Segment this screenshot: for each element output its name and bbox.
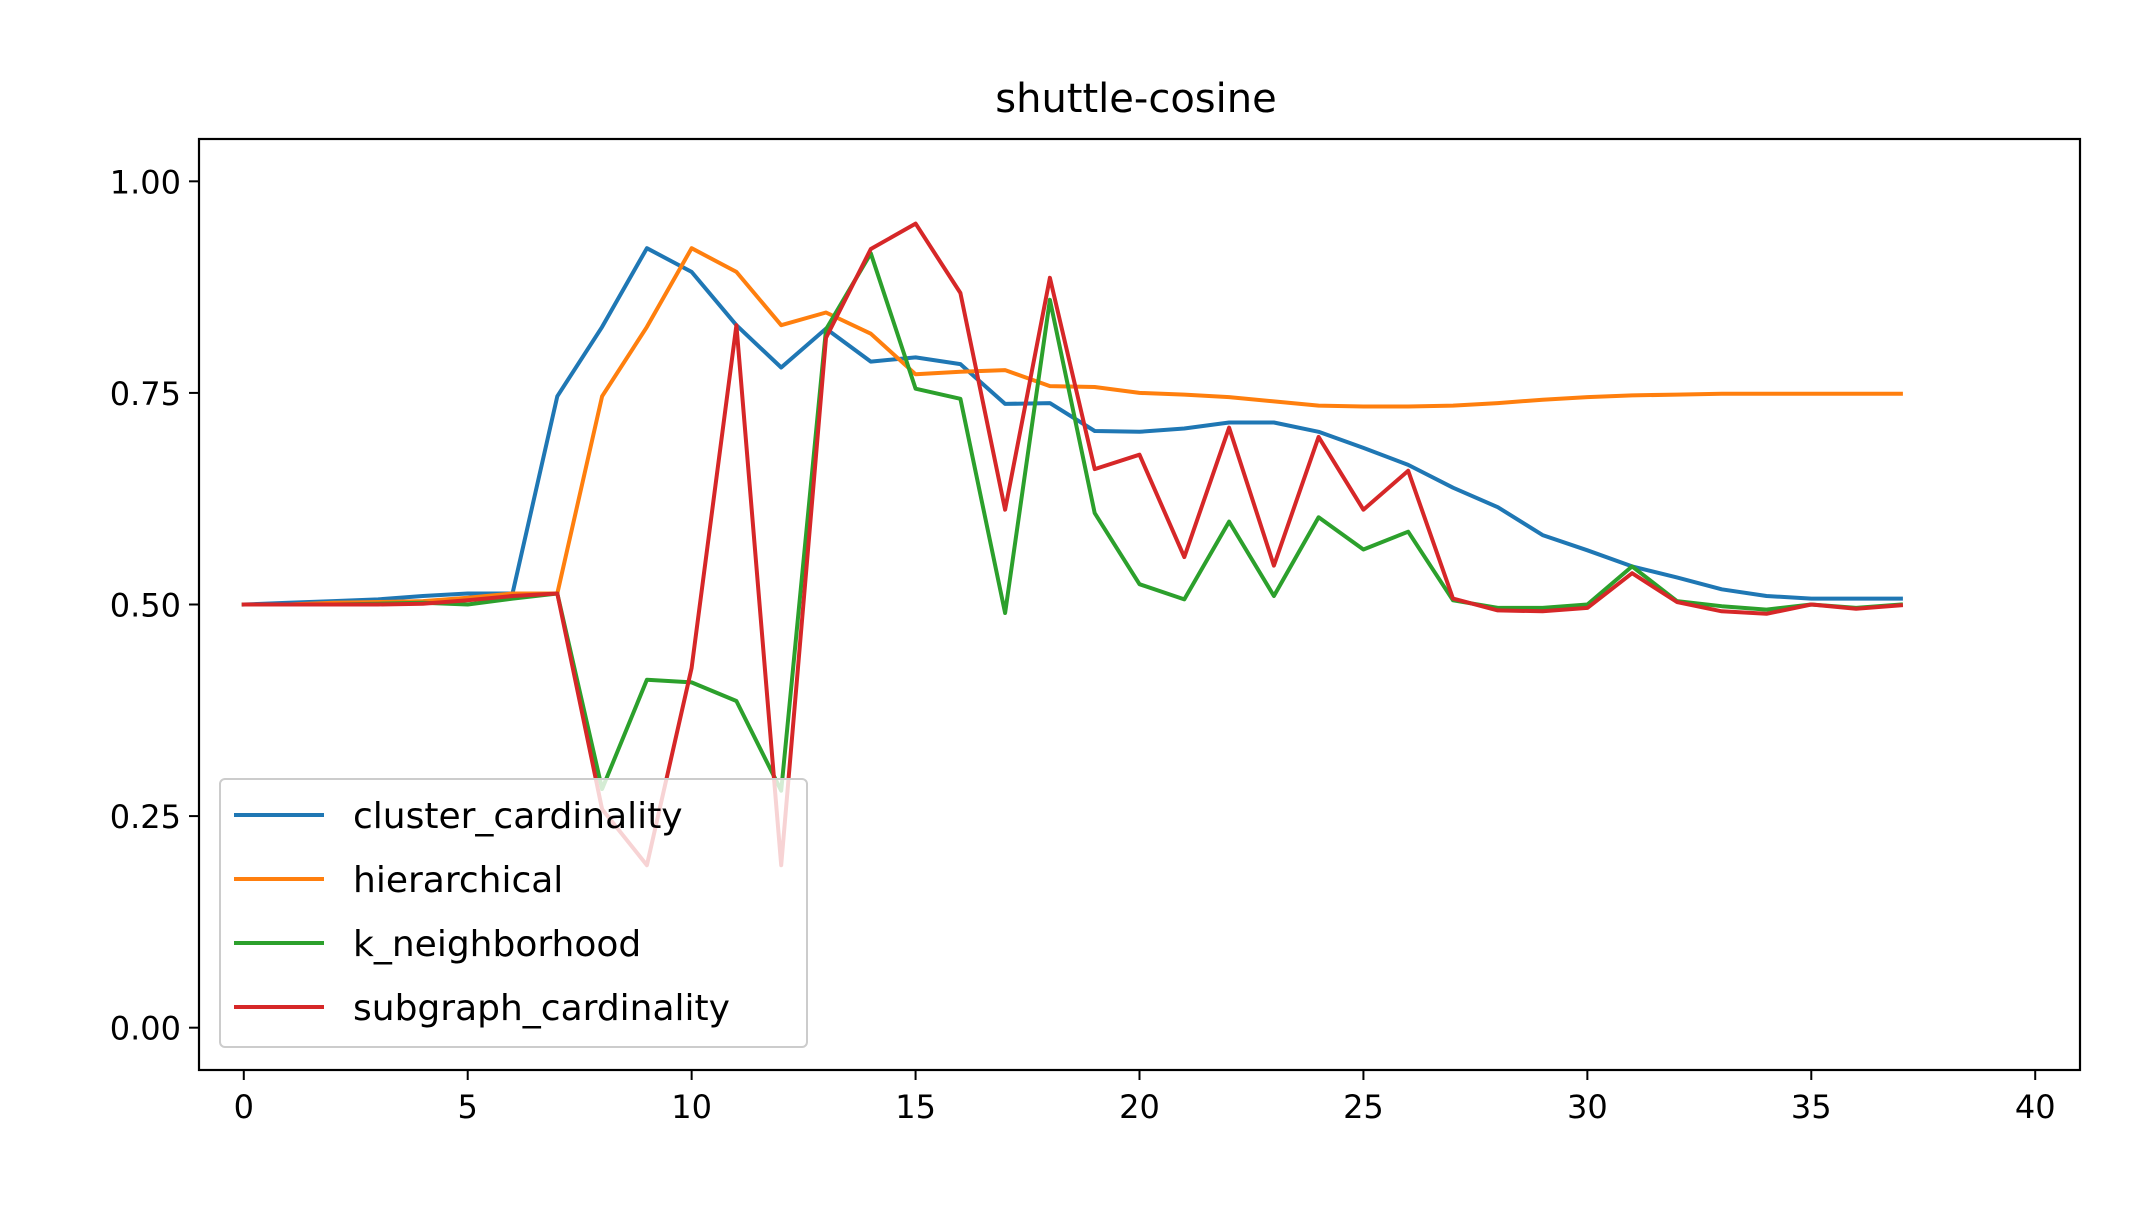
y-tick-label: 0.75	[110, 375, 181, 413]
legend-label: hierarchical	[353, 860, 563, 901]
legend-label: cluster_cardinality	[353, 796, 683, 837]
series-line-subgraph-cardinality	[241, 221, 1904, 868]
x-tick-label: 5	[458, 1088, 478, 1126]
y-axis: 0.00 0.25 0.50 0.75 1.00	[110, 163, 199, 1048]
x-tick-label: 30	[1567, 1088, 1608, 1126]
series-layer	[241, 221, 1904, 868]
y-tick-label: 0.25	[110, 798, 181, 836]
x-tick-label: 40	[2015, 1088, 2056, 1126]
x-tick-label: 15	[895, 1088, 936, 1126]
x-tick-label: 35	[1791, 1088, 1832, 1126]
y-tick-label: 0.50	[110, 587, 181, 625]
legend-label: subgraph_cardinality	[353, 988, 730, 1029]
series-line-k-neighborhood	[241, 251, 1904, 793]
x-tick-label: 10	[671, 1088, 712, 1126]
y-tick-label: 0.00	[110, 1010, 181, 1048]
chart-title: shuttle-cosine	[995, 76, 1276, 122]
x-tick-label: 25	[1343, 1088, 1384, 1126]
x-axis: 0 5 10 15 20 25 30 35 40	[234, 1070, 2056, 1126]
series-line-hierarchical	[241, 246, 1903, 607]
x-tick-label: 0	[234, 1088, 254, 1126]
y-tick-label: 1.00	[110, 163, 181, 201]
legend: cluster_cardinality hierarchical k_neighbo…	[219, 778, 808, 1048]
legend-box	[219, 778, 808, 1048]
legend-label: k_neighborhood	[353, 924, 641, 965]
series-line-cluster-cardinality	[241, 246, 1903, 607]
x-tick-label: 20	[1119, 1088, 1160, 1126]
